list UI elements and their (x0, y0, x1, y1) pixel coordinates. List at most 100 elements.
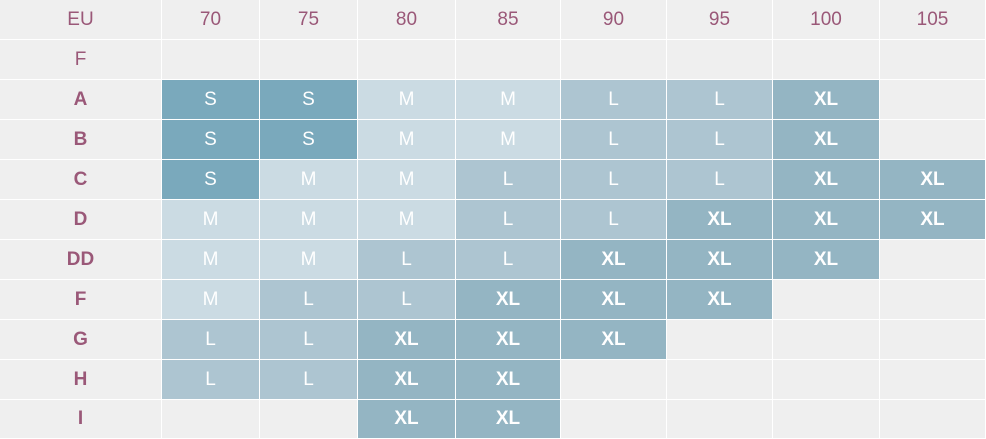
size-cell-dd-80: L (358, 240, 456, 280)
size-cell-dd-75: M (260, 240, 358, 280)
row-header-c-3: C (0, 160, 162, 200)
empty-cell (162, 400, 260, 439)
empty-cell (880, 120, 986, 160)
size-cell-b-95: L (667, 120, 773, 160)
empty-cell (773, 360, 880, 400)
size-cell-b-100: XL (773, 120, 880, 160)
column-header-70: 70 (162, 0, 260, 40)
size-cell-a-100: XL (773, 80, 880, 120)
size-cell-h-80: XL (358, 360, 456, 400)
empty-cell (773, 320, 880, 360)
size-cell-a-85: M (456, 80, 561, 120)
size-cell-b-80: M (358, 120, 456, 160)
size-cell-c-85: L (456, 160, 561, 200)
size-cell-c-100: XL (773, 160, 880, 200)
size-cell-g-85: XL (456, 320, 561, 360)
size-cell-b-70: S (162, 120, 260, 160)
column-header-90: 90 (561, 0, 667, 40)
size-cell-dd-95: XL (667, 240, 773, 280)
empty-cell (667, 360, 773, 400)
size-cell-b-85: M (456, 120, 561, 160)
size-cell-c-105: XL (880, 160, 986, 200)
row-header-f-6: F (0, 280, 162, 320)
empty-cell (880, 80, 986, 120)
size-cell-d-75: M (260, 200, 358, 240)
size-cell-b-75: S (260, 120, 358, 160)
empty-cell (260, 40, 358, 80)
size-cell-a-75: S (260, 80, 358, 120)
size-cell-dd-70: M (162, 240, 260, 280)
column-header-80: 80 (358, 0, 456, 40)
size-cell-a-90: L (561, 80, 667, 120)
size-cell-a-70: S (162, 80, 260, 120)
empty-cell (880, 240, 986, 280)
row-header-i-9: I (0, 400, 162, 439)
size-cell-i-85: XL (456, 400, 561, 439)
row-header-b-2: B (0, 120, 162, 160)
size-cell-g-80: XL (358, 320, 456, 360)
empty-cell (880, 360, 986, 400)
size-cell-d-100: XL (773, 200, 880, 240)
size-cell-g-70: L (162, 320, 260, 360)
empty-cell (880, 320, 986, 360)
empty-cell (162, 40, 260, 80)
size-cell-c-75: M (260, 160, 358, 200)
size-cell-g-90: XL (561, 320, 667, 360)
row-header-f-0: F (0, 40, 162, 80)
size-cell-h-85: XL (456, 360, 561, 400)
empty-cell (773, 400, 880, 439)
column-header-95: 95 (667, 0, 773, 40)
column-header-75: 75 (260, 0, 358, 40)
size-cell-c-70: S (162, 160, 260, 200)
row-header-d-4: D (0, 200, 162, 240)
size-cell-f-85: XL (456, 280, 561, 320)
size-cell-f-70: M (162, 280, 260, 320)
empty-cell (667, 400, 773, 439)
size-cell-d-80: M (358, 200, 456, 240)
size-cell-a-80: M (358, 80, 456, 120)
size-cell-d-70: M (162, 200, 260, 240)
size-cell-f-90: XL (561, 280, 667, 320)
size-cell-d-95: XL (667, 200, 773, 240)
column-header-105: 105 (880, 0, 986, 40)
empty-cell (880, 280, 986, 320)
size-cell-h-75: L (260, 360, 358, 400)
empty-cell (773, 40, 880, 80)
size-cell-dd-100: XL (773, 240, 880, 280)
empty-cell (456, 40, 561, 80)
size-cell-g-75: L (260, 320, 358, 360)
empty-cell (773, 280, 880, 320)
row-header-a-1: A (0, 80, 162, 120)
empty-cell (561, 400, 667, 439)
size-cell-d-85: L (456, 200, 561, 240)
empty-cell (667, 40, 773, 80)
empty-cell (260, 400, 358, 439)
empty-cell (880, 400, 986, 439)
size-cell-dd-85: L (456, 240, 561, 280)
size-cell-f-75: L (260, 280, 358, 320)
size-cell-c-80: M (358, 160, 456, 200)
row-header-h-8: H (0, 360, 162, 400)
column-header-85: 85 (456, 0, 561, 40)
size-cell-h-70: L (162, 360, 260, 400)
column-header-100: 100 (773, 0, 880, 40)
empty-cell (880, 40, 986, 80)
empty-cell (358, 40, 456, 80)
size-cell-c-90: L (561, 160, 667, 200)
row-header-dd-5: DD (0, 240, 162, 280)
size-cell-d-90: L (561, 200, 667, 240)
size-cell-i-80: XL (358, 400, 456, 439)
corner-header: EU (0, 0, 162, 40)
size-cell-f-80: L (358, 280, 456, 320)
empty-cell (667, 320, 773, 360)
size-cell-b-90: L (561, 120, 667, 160)
size-cell-d-105: XL (880, 200, 986, 240)
empty-cell (561, 40, 667, 80)
size-cell-dd-90: XL (561, 240, 667, 280)
empty-cell (561, 360, 667, 400)
size-cell-a-95: L (667, 80, 773, 120)
size-cell-f-95: XL (667, 280, 773, 320)
row-header-g-7: G (0, 320, 162, 360)
size-cell-c-95: L (667, 160, 773, 200)
